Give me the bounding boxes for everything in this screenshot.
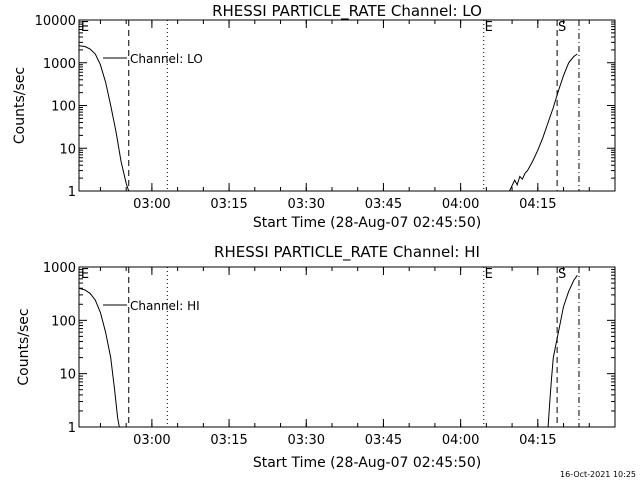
y-tick-label: 100 (51, 100, 76, 115)
marker-label: E (81, 267, 89, 282)
marker-label: S (558, 267, 566, 282)
y-axis-label: Counts/sec (16, 308, 32, 385)
y-tick-label: 1000 (43, 261, 76, 276)
x-tick-label: 03:00 (133, 433, 170, 448)
x-axis-label: Start Time (28-Aug-07 02:45:50) (253, 455, 481, 471)
y-axis-label: Counts/sec (12, 67, 28, 144)
x-tick-label: 03:00 (133, 197, 170, 212)
chart-title: RHESSI PARTICLE_RATE Channel: LO (212, 2, 482, 21)
legend-label: Channel: HI (130, 299, 200, 313)
marker-label: E (81, 20, 89, 35)
marker-label: E (485, 267, 493, 282)
series-line-segment-2 (547, 275, 578, 427)
y-tick-label: 10000 (35, 14, 76, 29)
plot-frame (78, 19, 616, 192)
y-tick-label: 100 (51, 314, 76, 329)
series-line-segment-1 (79, 287, 120, 427)
x-tick-label: 04:00 (442, 197, 479, 212)
x-tick-label: 04:15 (519, 433, 556, 448)
chart-panel-1: RHESSI PARTICLE_RATE Channel: LO 1 10 100 10… (12, 2, 616, 231)
footer-timestamp: 16-Oct-2021 10:25 (560, 470, 636, 479)
x-tick-label: 03:30 (288, 197, 325, 212)
legend-label: Channel: LO (130, 52, 203, 66)
x-tick-label: 03:45 (365, 433, 402, 448)
series-line-segment-1 (79, 45, 130, 191)
x-tick-label: 03:15 (210, 433, 247, 448)
series-line-segment-2 (509, 53, 578, 191)
plot-frame (78, 266, 616, 428)
marker-label: E (485, 20, 493, 35)
y-tick-label: 10 (59, 142, 76, 157)
chart-panel-2: RHESSI PARTICLE_RATE Channel: HI 1 10 100 10… (16, 243, 616, 471)
x-tick-label: 03:30 (288, 433, 325, 448)
marker-label: S (558, 20, 566, 35)
x-tick-label: 04:00 (442, 433, 479, 448)
chart-title: RHESSI PARTICLE_RATE Channel: HI (214, 243, 480, 262)
x-tick-label: 03:15 (210, 197, 247, 212)
x-tick-label: 04:15 (519, 197, 556, 212)
y-tick-label: 1 (68, 421, 76, 436)
x-tick-label: 03:45 (365, 197, 402, 212)
y-tick-label: 1 (68, 185, 76, 200)
y-tick-label: 10 (59, 368, 76, 383)
x-axis-label: Start Time (28-Aug-07 02:45:50) (253, 215, 481, 231)
y-tick-label: 1000 (43, 57, 76, 72)
